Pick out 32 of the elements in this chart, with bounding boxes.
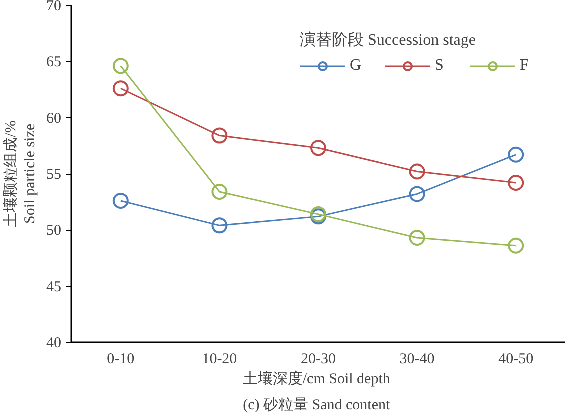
y-axis-title: 土壤颗粒组成/% Soil particle size [2, 120, 38, 228]
point [112, 58, 129, 74]
x-tick-label: 10-20 [202, 352, 238, 368]
y-tick-label: 60 [46, 110, 62, 127]
y-tick-label: 45 [46, 279, 62, 296]
x-axis-title: 土壤深度/cm Soil depth [242, 370, 391, 388]
text: (c) 砂粒量 Sand content [243, 396, 391, 414]
legend-label: F [520, 57, 530, 75]
point [212, 128, 228, 144]
x-tick-label: 30-40 [400, 352, 435, 368]
point [112, 80, 129, 97]
y-tick-label: 70 [46, 0, 62, 14]
point [508, 175, 524, 191]
point [112, 192, 129, 209]
y-tick-label: 65 [46, 54, 62, 71]
point [212, 218, 228, 234]
legend-label: S [435, 57, 445, 75]
y-tick-label: 40 [46, 336, 62, 352]
x-tick-label: 0-10 [107, 352, 135, 368]
legend-label: G [350, 57, 363, 75]
point [212, 184, 228, 200]
y-tick-label: 55 [46, 167, 62, 183]
point [310, 140, 326, 156]
point [508, 146, 524, 163]
y-tick-label: 50 [46, 223, 62, 240]
point [508, 238, 524, 254]
x-tick-label: 20-30 [301, 352, 336, 368]
point [409, 186, 426, 202]
point [409, 230, 426, 246]
legend-title: 演替阶段 Succession stage [300, 30, 477, 51]
point [409, 164, 426, 180]
x-tick-label: 40-50 [498, 352, 534, 368]
